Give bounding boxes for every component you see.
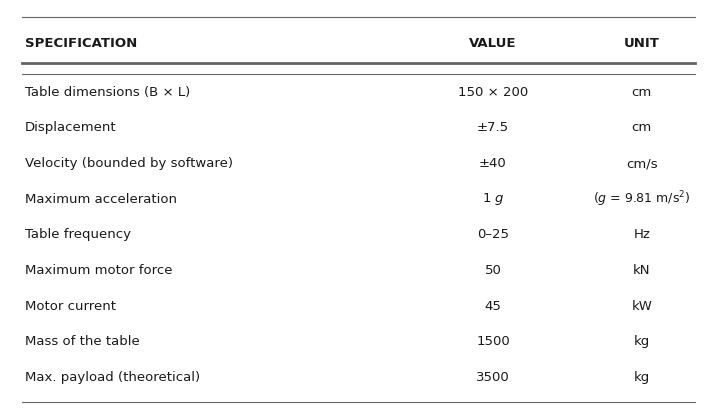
Text: cm/s: cm/s <box>626 157 657 170</box>
Text: 45: 45 <box>485 299 501 312</box>
Text: SPECIFICATION: SPECIFICATION <box>25 36 138 49</box>
Text: kN: kN <box>633 263 650 276</box>
Text: 1 $g$: 1 $g$ <box>482 191 504 207</box>
Text: Table frequency: Table frequency <box>25 228 131 241</box>
Text: ±7.5: ±7.5 <box>477 121 509 134</box>
Text: VALUE: VALUE <box>469 36 517 49</box>
Text: Maximum acceleration: Maximum acceleration <box>25 192 177 205</box>
Text: ±40: ±40 <box>479 157 507 170</box>
Text: UNIT: UNIT <box>624 36 660 49</box>
Text: Displacement: Displacement <box>25 121 117 134</box>
Text: Velocity (bounded by software): Velocity (bounded by software) <box>25 157 233 170</box>
Text: cm: cm <box>632 121 652 134</box>
Text: 50: 50 <box>485 263 501 276</box>
Text: 0–25: 0–25 <box>477 228 509 241</box>
Text: ($g$ = 9.81 m/s$^2$): ($g$ = 9.81 m/s$^2$) <box>593 189 690 209</box>
Text: Max. payload (theoretical): Max. payload (theoretical) <box>25 370 200 383</box>
Text: kg: kg <box>634 370 650 383</box>
Text: kg: kg <box>634 335 650 348</box>
Text: Maximum motor force: Maximum motor force <box>25 263 173 276</box>
Text: cm: cm <box>632 85 652 99</box>
Text: 1500: 1500 <box>476 335 510 348</box>
Text: kW: kW <box>631 299 652 312</box>
Text: 150 × 200: 150 × 200 <box>458 85 528 99</box>
Text: Hz: Hz <box>633 228 650 241</box>
Text: Mass of the table: Mass of the table <box>25 335 140 348</box>
Text: Motor current: Motor current <box>25 299 116 312</box>
Text: Table dimensions (B × L): Table dimensions (B × L) <box>25 85 190 99</box>
Text: 3500: 3500 <box>476 370 510 383</box>
